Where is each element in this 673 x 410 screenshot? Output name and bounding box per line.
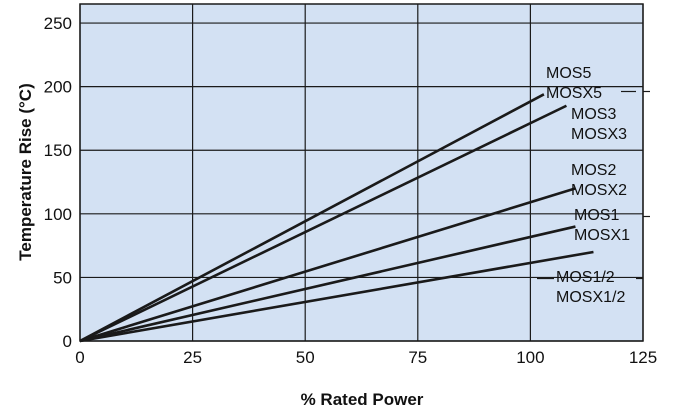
series-label-mosx2: MOSX2 bbox=[571, 182, 627, 199]
y-tick-label: 200 bbox=[44, 78, 72, 97]
y-tick-label: 100 bbox=[44, 205, 72, 224]
series-labels: MOS5 MOSX5 MOS3 MOSX3 MOS2 MOSX2 MOS1 MOSX1 MOS1… bbox=[546, 65, 630, 306]
x-tick-label: 25 bbox=[183, 348, 202, 367]
series-label-mosx1: MOSX1 bbox=[574, 227, 630, 244]
x-tick-label: 50 bbox=[296, 348, 315, 367]
series-label-mos5: MOS5 bbox=[546, 65, 591, 82]
series-line-mos1 bbox=[79, 225, 576, 343]
series-label-mos2: MOS2 bbox=[571, 162, 616, 179]
series-label-mos1-2: MOS1/2 bbox=[556, 269, 615, 286]
series-label-mosx5: MOSX5 bbox=[546, 85, 602, 102]
series-label-mosx3: MOSX3 bbox=[571, 126, 627, 143]
x-tick-label: 125 bbox=[629, 348, 657, 367]
y-axis-title: Temperature Rise (°C) bbox=[16, 83, 35, 260]
series-line-mos3 bbox=[79, 104, 567, 343]
y-tick-label: 0 bbox=[63, 332, 72, 351]
x-tick-label: 0 bbox=[75, 348, 84, 367]
x-axis-title: % Rated Power bbox=[301, 390, 424, 409]
y-tick-label: 150 bbox=[44, 141, 72, 160]
x-tick-label: 75 bbox=[408, 348, 427, 367]
y-tick-labels: 0 50 100 150 200 250 bbox=[44, 14, 72, 351]
y-tick-label: 250 bbox=[44, 14, 72, 33]
x-tick-labels: 0 25 50 75 100 125 bbox=[75, 348, 657, 367]
series-label-mosx1-2: MOSX1/2 bbox=[556, 289, 625, 306]
series-lines bbox=[79, 93, 594, 343]
series-label-mos3: MOS3 bbox=[571, 106, 616, 123]
label-leader-lines bbox=[537, 90, 650, 280]
x-tick-label: 100 bbox=[516, 348, 544, 367]
series-line-mos5 bbox=[79, 93, 545, 343]
plot-frame bbox=[79, 3, 644, 342]
series-label-mos1: MOS1 bbox=[574, 207, 619, 224]
plot-background bbox=[80, 4, 643, 341]
y-tick-label: 50 bbox=[53, 268, 72, 287]
series-line-mos1-2 bbox=[79, 250, 594, 343]
series-line-mos2 bbox=[79, 187, 576, 343]
